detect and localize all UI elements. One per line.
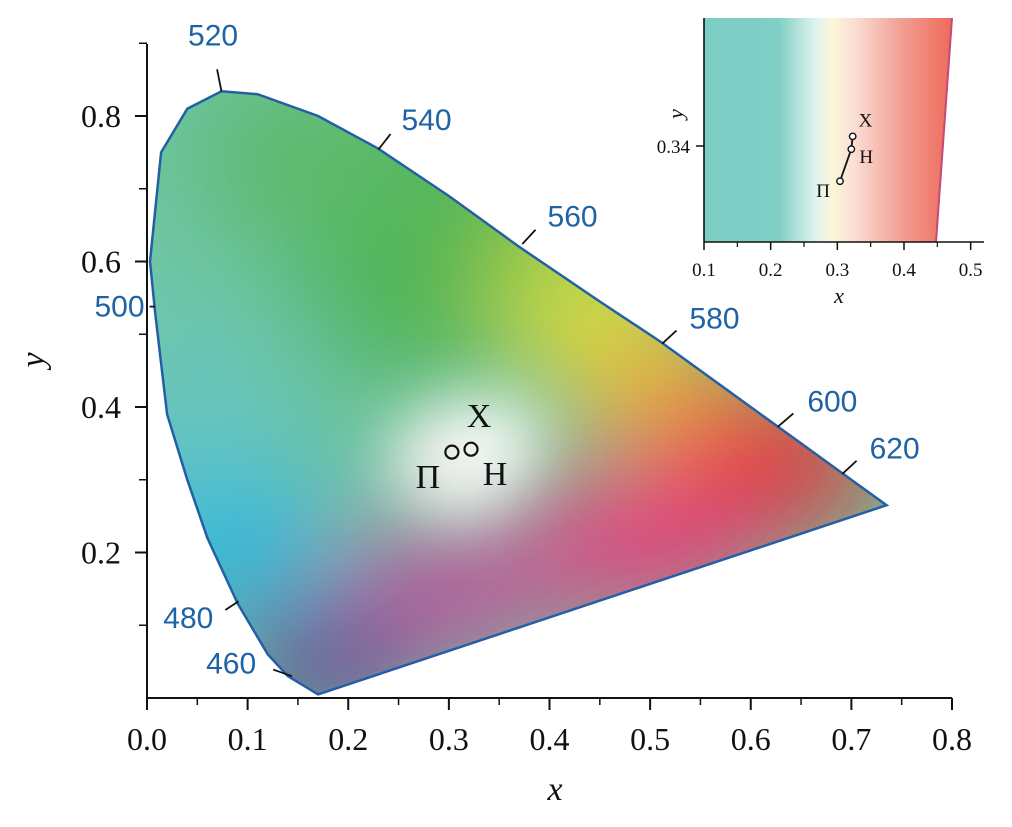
wavelength-label-560: 560	[548, 201, 598, 234]
wavelength-leader	[272, 668, 293, 678]
inset-locus-edge	[935, 18, 953, 242]
inset-x-axis-ticks: 0.1 0.2 0.3 0.4 0.5	[692, 242, 983, 281]
x-axis-title: x	[546, 771, 562, 808]
y-tick-label: 0.8	[81, 98, 121, 134]
point-marker	[444, 444, 460, 460]
wavelength-label-500: 500	[94, 291, 144, 324]
x-tick-label: 0.0	[127, 721, 167, 757]
inset-y-tick-label: 0.34	[657, 137, 691, 158]
wavelength-labels: 460 480 500 520 540 560 580 600 620	[94, 19, 919, 680]
wavelength-label-520: 520	[188, 19, 238, 52]
inset-y-axis-ticks: 0.34	[657, 137, 704, 158]
wavelength-leader	[377, 133, 392, 151]
wavelength-label-460: 460	[206, 648, 256, 681]
wavelength-leader	[521, 229, 537, 245]
inset-point-marker	[836, 177, 844, 186]
inset-x-axis-title: x	[833, 283, 844, 308]
wavelength-label-600: 600	[807, 385, 857, 418]
wavelength-label-620: 620	[870, 433, 920, 466]
inset-point-marker	[847, 145, 856, 154]
wavelength-leader	[841, 460, 858, 475]
x-tick-label: 0.2	[328, 721, 368, 757]
x-tick-label: 0.5	[630, 721, 670, 757]
point-label: Н	[483, 456, 508, 493]
spectral-locus-outline	[148, 90, 890, 696]
inset-point-marker	[848, 132, 857, 141]
wavelength-leader	[216, 69, 223, 92]
wavelength-leader	[777, 412, 794, 428]
y-axis-ticks: 0.2 0.4 0.6 0.8	[81, 42, 147, 626]
wavelength-leader	[661, 329, 678, 345]
y-tick-label: 0.6	[81, 244, 121, 280]
x-tick-label: 0.3	[429, 721, 469, 757]
x-tick-label: 0.4	[530, 721, 570, 757]
inset-point-label: П	[816, 181, 830, 202]
inset-gamut-fill	[704, 18, 952, 242]
inset-x-tick-label: 0.5	[959, 260, 983, 281]
point-label: Х	[467, 398, 492, 435]
inset-color-points: ХН П	[816, 110, 873, 202]
x-axis-ticks: 0.0 0.1 0.2 0.3 0.4 0.5 0.6 0.7 0.8	[127, 698, 972, 757]
x-tick-label: 0.6	[731, 721, 771, 757]
inset-x-tick-label: 0.4	[892, 260, 916, 281]
point-marker	[463, 441, 479, 457]
x-tick-label: 0.1	[228, 721, 268, 757]
x-tick-label: 0.8	[932, 721, 972, 757]
y-tick-label: 0.4	[81, 389, 121, 425]
inset-point-label: Н	[859, 147, 873, 168]
x-tick-label: 0.7	[831, 721, 871, 757]
inset-x-tick-label: 0.3	[825, 260, 849, 281]
point-label: П	[416, 459, 441, 496]
y-tick-label: 0.2	[81, 535, 121, 571]
inset-x-tick-label: 0.1	[692, 260, 716, 281]
wavelength-label-540: 540	[402, 104, 452, 137]
inset-chart: 0.1 0.2 0.3 0.4 0.5 0.34 x y ХН П	[657, 18, 984, 308]
inset-y-axis-title: y	[663, 109, 688, 121]
wavelength-label-580: 580	[690, 303, 740, 336]
inset-point-label: Х	[859, 110, 873, 131]
wavelength-label-480: 480	[163, 602, 213, 635]
y-axis-title: y	[15, 352, 52, 371]
inset-x-tick-label: 0.2	[759, 260, 783, 281]
color-points: ХН П	[416, 398, 508, 496]
wavelength-leader	[224, 600, 240, 611]
